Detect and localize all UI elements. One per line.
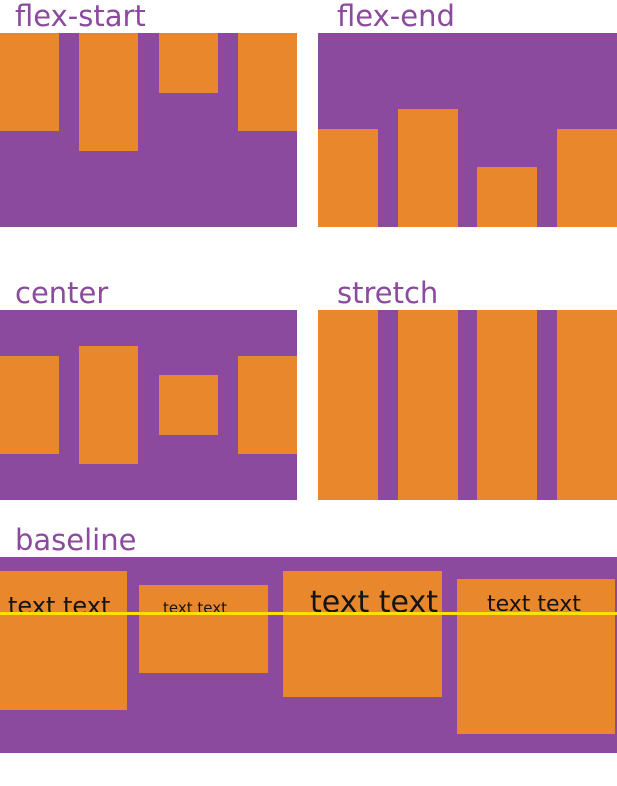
panel-baseline: baseline text text text text text text t… [0,524,617,753]
flex-container-flex-end [318,33,617,227]
panel-title-baseline: baseline [15,523,137,557]
flex-container-center [0,310,297,500]
flex-item [477,167,538,227]
panel-title-flex-start: flex-start [15,0,146,33]
baseline-line [0,612,617,615]
flex-item [79,346,139,464]
flex-item [397,310,458,500]
baseline-item: text text [457,579,615,734]
panel-center: center [0,277,297,500]
flex-container-stretch [318,310,617,500]
panel-flex-start: flex-start [0,0,297,227]
panel-stretch: stretch [318,277,617,500]
flex-item [397,109,458,227]
flex-container-flex-start [0,33,297,227]
flex-item [556,310,617,500]
baseline-item-label: text text [487,592,581,617]
flex-item [237,356,297,454]
panel-flex-end: flex-end [318,0,617,227]
flex-item [79,33,139,151]
flex-container-baseline: text text text text text text text text [0,557,617,753]
baseline-item: text text [0,571,127,710]
baseline-item: text text [283,571,442,697]
flex-item [158,33,218,93]
panel-title-flex-end: flex-end [337,0,455,33]
baseline-item: text text [139,585,268,673]
flex-item [0,33,59,131]
panel-title-stretch: stretch [337,276,439,310]
baseline-item-label: text text [8,592,111,620]
flex-item [477,310,538,500]
flex-item [318,129,378,227]
baseline-item-label: text text [163,599,227,617]
panel-title-center: center [15,276,109,310]
flex-item [158,375,218,435]
flex-item [318,310,378,500]
flex-item [0,356,59,454]
flex-item [237,33,297,131]
flex-item [556,129,617,227]
